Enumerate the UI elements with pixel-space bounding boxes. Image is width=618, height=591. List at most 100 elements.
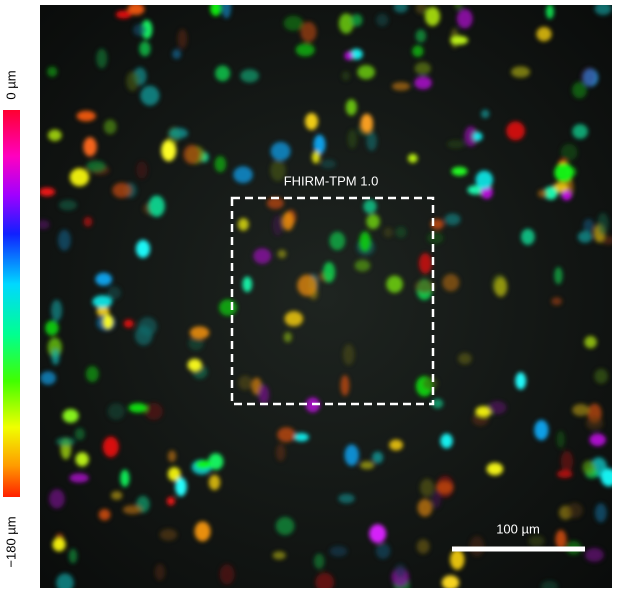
cell — [431, 398, 444, 409]
cell — [556, 430, 565, 449]
cell — [585, 416, 604, 431]
cell — [47, 66, 58, 77]
cell — [584, 547, 604, 562]
cell — [49, 489, 65, 509]
cell — [51, 299, 63, 322]
cell — [145, 402, 163, 421]
cell — [194, 521, 211, 542]
cell — [83, 216, 93, 227]
cell — [415, 5, 428, 15]
roi-label: FHIRM-TPM 1.0 — [284, 173, 379, 188]
cell — [123, 319, 134, 328]
cell — [45, 320, 59, 336]
cell — [208, 453, 224, 471]
cell — [56, 573, 74, 588]
cell — [270, 141, 291, 161]
cell — [383, 227, 393, 238]
cell — [154, 563, 166, 581]
cell — [412, 45, 424, 58]
cell — [344, 444, 359, 466]
cell — [96, 48, 108, 69]
cell — [293, 432, 309, 442]
cell — [148, 195, 165, 217]
cell — [350, 13, 363, 27]
cell — [572, 404, 590, 417]
cell — [360, 113, 374, 133]
cell — [537, 189, 548, 198]
cell — [128, 403, 148, 413]
cell — [112, 182, 132, 198]
cell — [172, 49, 182, 60]
cell — [282, 212, 294, 231]
cell — [456, 9, 473, 29]
cell — [69, 168, 90, 187]
cell — [551, 297, 563, 306]
cell — [407, 153, 418, 163]
cell — [414, 279, 435, 293]
cell — [594, 503, 607, 523]
cell — [40, 219, 50, 230]
cell — [283, 331, 292, 343]
cell — [300, 21, 317, 43]
cell — [566, 502, 583, 519]
cell — [297, 274, 318, 297]
cell — [52, 537, 66, 552]
cell — [253, 248, 272, 264]
cell — [284, 311, 304, 327]
cell — [342, 344, 355, 366]
cell — [329, 231, 346, 251]
cell — [424, 6, 441, 27]
cell — [136, 161, 148, 179]
cell — [340, 375, 350, 396]
cell — [175, 477, 187, 497]
cell — [416, 539, 430, 554]
cell — [528, 535, 545, 547]
cell — [417, 498, 433, 517]
cell — [600, 468, 612, 487]
cell — [272, 551, 286, 560]
cell — [464, 126, 478, 147]
cell — [389, 439, 404, 451]
cell — [189, 326, 210, 340]
cell — [386, 275, 403, 293]
cell — [597, 212, 609, 235]
cell — [103, 119, 117, 135]
cell — [451, 166, 468, 176]
cell — [584, 336, 597, 349]
micrograph — [40, 5, 612, 588]
cell — [594, 5, 612, 16]
cell — [534, 419, 549, 441]
cell — [85, 365, 99, 383]
cell — [40, 187, 56, 197]
cell — [188, 336, 204, 351]
cell — [458, 352, 472, 365]
cell — [420, 478, 435, 497]
cell — [283, 15, 304, 31]
cell — [349, 48, 363, 60]
cell — [375, 543, 391, 559]
cell — [242, 276, 253, 293]
roi-box — [230, 196, 435, 406]
cell — [469, 535, 485, 557]
colorbar-bottom-label: −180 µm — [3, 516, 18, 567]
cell — [177, 29, 188, 49]
cell — [540, 580, 558, 588]
cell — [436, 475, 454, 498]
cell — [320, 159, 336, 169]
cell — [545, 5, 554, 19]
colorbar-top-label: 0 µm — [3, 70, 18, 99]
cell — [359, 231, 371, 252]
cell — [582, 460, 596, 475]
cell — [161, 139, 177, 162]
cell — [572, 124, 588, 139]
cell — [311, 151, 321, 164]
cell — [133, 23, 147, 37]
cell — [560, 143, 578, 161]
cell — [422, 376, 438, 390]
cell — [472, 131, 483, 142]
cell — [56, 437, 75, 446]
cell — [107, 403, 125, 420]
neurons — [40, 5, 612, 588]
